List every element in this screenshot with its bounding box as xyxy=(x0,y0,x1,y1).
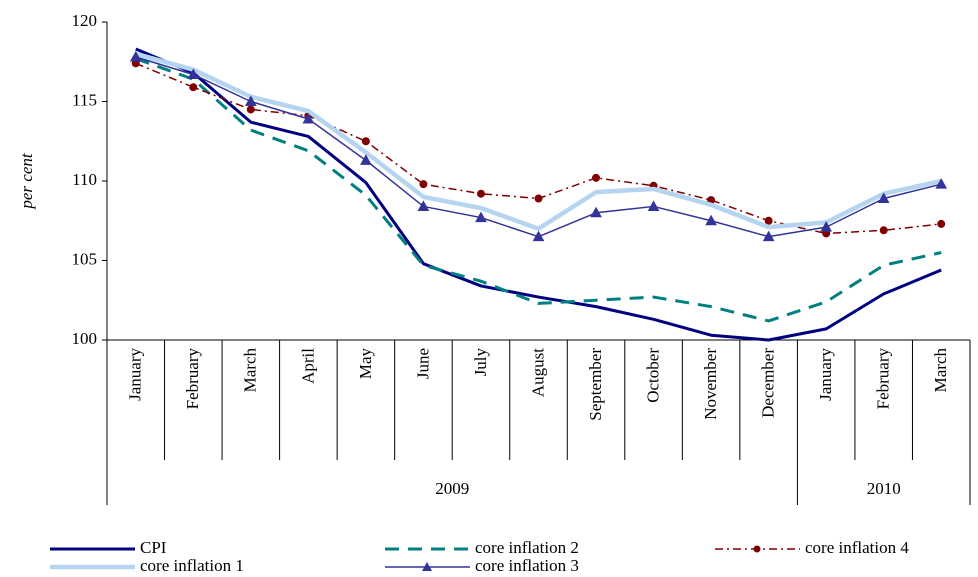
point-marker xyxy=(937,219,946,228)
point-marker xyxy=(935,178,948,189)
x-tick-label: November xyxy=(701,348,720,420)
point-marker xyxy=(647,200,660,211)
x-tick-label: April xyxy=(298,348,317,384)
point-marker xyxy=(244,95,257,106)
x-tick-label: February xyxy=(183,348,202,410)
legend-marker xyxy=(422,562,432,571)
x-tick-label: February xyxy=(874,348,893,410)
point-marker xyxy=(592,173,601,182)
y-tick-label: 100 xyxy=(72,329,98,348)
x-tick-label: May xyxy=(356,348,375,380)
series-line xyxy=(135,62,942,235)
point-marker xyxy=(361,137,370,146)
point-marker xyxy=(877,192,890,203)
y-axis-label: per cent xyxy=(17,152,36,210)
point-marker xyxy=(879,226,888,235)
point-marker xyxy=(187,68,200,79)
legend-label: core inflation 2 xyxy=(475,538,579,557)
legend-label: core inflation 1 xyxy=(140,556,244,575)
point-marker xyxy=(705,214,717,226)
legend-label: core inflation 3 xyxy=(475,556,579,575)
legend-label: core inflation 4 xyxy=(805,538,909,557)
legend-marker xyxy=(753,545,761,553)
series-line xyxy=(135,57,942,323)
series-line xyxy=(135,56,942,238)
year-label: 2009 xyxy=(435,479,469,498)
year-label: 2010 xyxy=(867,479,901,498)
point-marker xyxy=(189,83,198,92)
point-marker xyxy=(417,200,430,211)
x-tick-label: October xyxy=(643,348,662,403)
legend-label: CPI xyxy=(140,538,167,557)
x-tick-label: September xyxy=(586,348,605,421)
x-tick-label: March xyxy=(931,348,950,393)
series-line xyxy=(135,47,942,342)
y-tick-label: 105 xyxy=(72,249,98,268)
point-marker xyxy=(532,230,545,242)
point-marker xyxy=(129,50,142,62)
x-tick-label: July xyxy=(471,348,490,377)
y-tick-label: 115 xyxy=(72,90,97,109)
point-marker xyxy=(476,189,485,198)
series-line xyxy=(135,51,942,231)
y-tick-label: 110 xyxy=(72,170,97,189)
x-tick-label: January xyxy=(126,348,145,401)
point-marker xyxy=(762,230,775,242)
point-marker xyxy=(475,211,487,223)
point-marker xyxy=(534,194,543,203)
y-tick-label: 120 xyxy=(72,11,98,30)
point-marker xyxy=(764,216,773,225)
point-marker xyxy=(419,180,428,189)
x-tick-label: June xyxy=(413,348,432,379)
x-tick-label: March xyxy=(241,348,260,393)
x-tick-label: January xyxy=(816,348,835,401)
x-tick-label: August xyxy=(528,348,547,397)
point-marker xyxy=(590,206,602,218)
point-marker xyxy=(302,112,315,124)
x-tick-label: December xyxy=(759,348,778,418)
point-marker xyxy=(246,105,255,114)
point-marker xyxy=(360,154,372,165)
point-marker xyxy=(820,221,833,232)
